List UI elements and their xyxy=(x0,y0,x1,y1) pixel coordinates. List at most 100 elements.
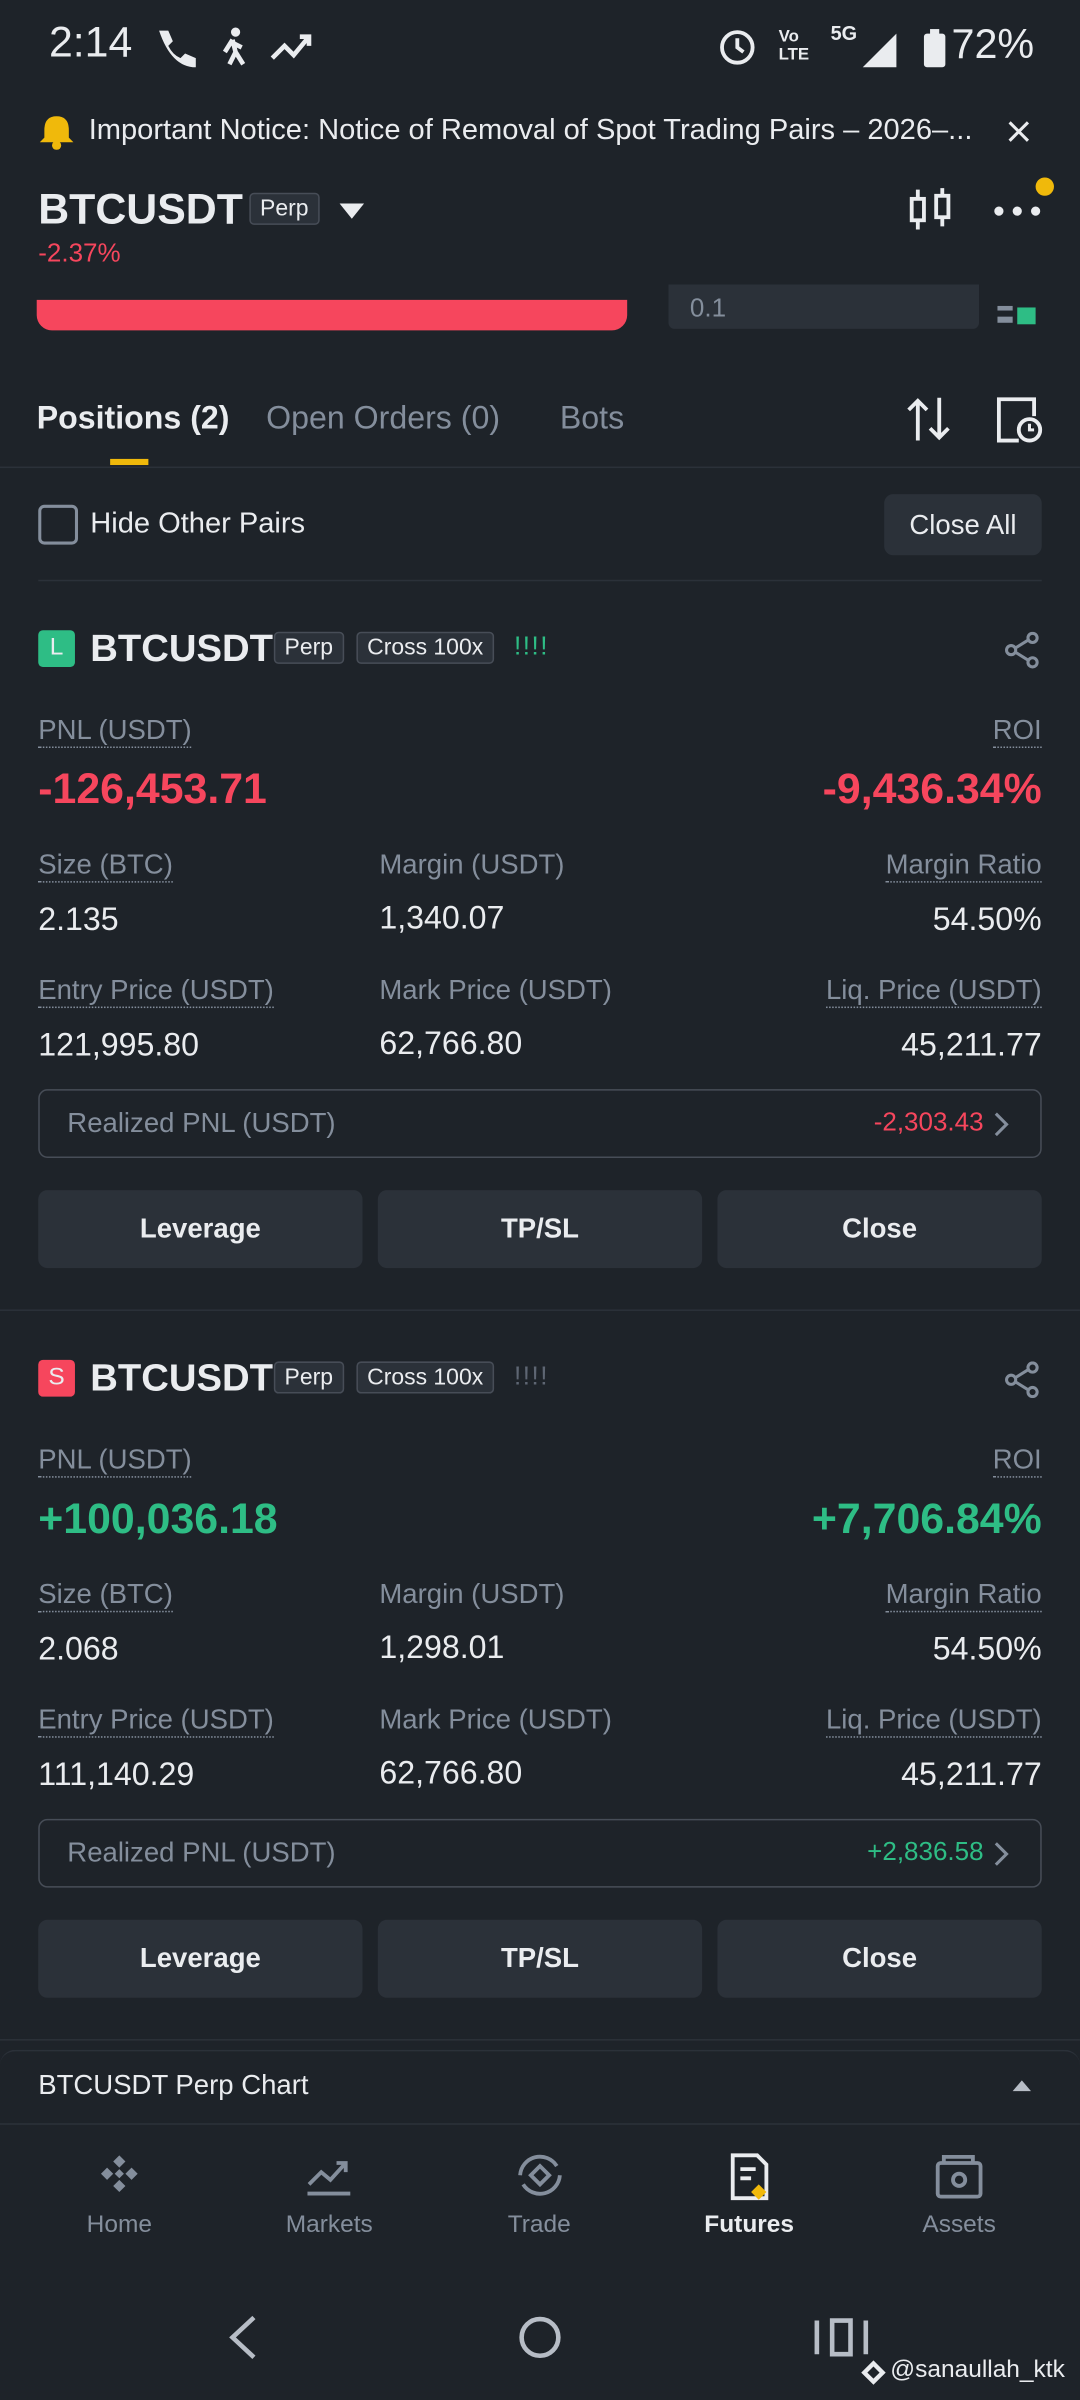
signal-battery xyxy=(862,29,946,68)
nav-icon[interactable] xyxy=(93,2151,145,2203)
field-label: Liq. Price (USDT) xyxy=(825,974,1042,1009)
status-icons-left xyxy=(159,27,312,68)
position-badge: Perp xyxy=(273,1361,344,1394)
watermark: @sanaullah_ktk xyxy=(890,2357,1065,2384)
volte: Vo LTE xyxy=(779,28,810,65)
pnl-value: +100,036.18 xyxy=(38,1494,278,1542)
vo: Vo xyxy=(778,27,799,46)
action-button[interactable]: Leverage xyxy=(38,1919,363,1998)
nav-label[interactable]: Home xyxy=(86,2211,152,2238)
field-label: Size (BTC) xyxy=(38,1579,173,1613)
nav-label[interactable]: Assets xyxy=(922,2211,996,2238)
chart-icon[interactable] xyxy=(906,187,955,236)
field-value: 54.50% xyxy=(932,1632,1042,1668)
field-value: 45,211.77 xyxy=(901,1027,1042,1064)
position-badge: Perp xyxy=(273,631,344,664)
signal: !!!! xyxy=(513,1361,550,1391)
share-icon[interactable] xyxy=(1003,1361,1040,1399)
field-label: Entry Price (USDT) xyxy=(38,974,274,1009)
tab-indicator xyxy=(110,458,149,466)
nav-label[interactable]: Markets xyxy=(285,2211,373,2238)
divider xyxy=(0,466,1080,469)
roi-label: ROI xyxy=(992,1444,1042,1478)
field-label: Liq. Price (USDT) xyxy=(825,1704,1042,1738)
realized-box[interactable] xyxy=(38,1818,1042,1888)
bell-icon xyxy=(39,116,74,150)
roi-label: ROI xyxy=(992,714,1042,749)
field-value: 54.50% xyxy=(932,902,1042,938)
field-label: Mark Price (USDT) xyxy=(379,974,612,1006)
position-badge: Cross 100x xyxy=(356,631,494,664)
network-type: 5G xyxy=(830,21,858,45)
nav-icon[interactable] xyxy=(933,2151,985,2203)
lte: LTE xyxy=(778,45,810,65)
field-value: 62,766.80 xyxy=(379,1026,523,1062)
history-icon[interactable] xyxy=(994,395,1043,444)
field-value: 2.135 xyxy=(38,902,119,938)
nav-label[interactable]: Futures xyxy=(704,2211,795,2238)
signal: !!!! xyxy=(513,631,550,661)
realized-value: -2,303.43 xyxy=(873,1107,984,1137)
more-icon[interactable] xyxy=(991,196,1043,227)
realized-box[interactable] xyxy=(38,1089,1042,1158)
side-badge: L xyxy=(38,630,75,667)
field-label: Margin (USDT) xyxy=(379,1578,565,1610)
field-label: Size (BTC) xyxy=(38,849,173,883)
chevron xyxy=(994,1842,1009,1866)
action-button[interactable]: Close xyxy=(717,1919,1042,1998)
field-label: Entry Price (USDT) xyxy=(38,1704,274,1738)
nav-icon[interactable] xyxy=(723,2151,775,2203)
filter-label[interactable]: Hide Other Pairs xyxy=(90,507,306,540)
tab[interactable]: Open Orders (0) xyxy=(266,400,501,436)
field-value: 1,340.07 xyxy=(379,900,505,937)
sort-icon[interactable] xyxy=(906,395,952,444)
notification-dot xyxy=(1035,177,1054,196)
position-symbol[interactable]: BTCUSDT xyxy=(90,627,273,671)
field-value: 1,298.01 xyxy=(379,1630,505,1666)
tab[interactable]: Positions (2) xyxy=(36,400,230,436)
symbol-dropdown[interactable] xyxy=(337,200,368,221)
header-change: -2.37% xyxy=(38,238,121,268)
realized-label: Realized PNL (USDT) xyxy=(67,1107,336,1139)
divider xyxy=(0,2039,1080,2041)
header-symbol[interactable]: BTCUSDT xyxy=(38,185,243,233)
expand-icon[interactable] xyxy=(1010,2077,1034,2092)
chart-bar-label[interactable]: BTCUSDT Perp Chart xyxy=(38,2069,309,2101)
pnl-value: -126,453.71 xyxy=(38,764,267,813)
position-badge: Cross 100x xyxy=(356,1361,494,1394)
status-time: 2:14 xyxy=(48,18,133,66)
sell-button-partial[interactable] xyxy=(36,299,628,331)
action-button[interactable]: Leverage xyxy=(38,1190,363,1269)
field-value: 2.068 xyxy=(38,1632,119,1668)
nav-icon[interactable] xyxy=(303,2151,355,2203)
nav-label[interactable]: Trade xyxy=(507,2211,571,2238)
watermark-logo xyxy=(861,2360,886,2385)
pnl-label: PNL (USDT) xyxy=(38,1444,192,1478)
action-button[interactable]: TP/SL xyxy=(377,1190,703,1269)
pnl-label: PNL (USDT) xyxy=(38,714,192,749)
chart-bar[interactable] xyxy=(0,2049,1080,2125)
tab[interactable]: Bots xyxy=(559,400,625,436)
field-label: Margin Ratio xyxy=(885,1579,1042,1613)
book-icon xyxy=(997,305,1036,325)
action-button[interactable]: TP/SL xyxy=(377,1919,703,1998)
action-button[interactable]: Close xyxy=(717,1190,1042,1269)
checkbox[interactable] xyxy=(38,504,79,545)
position-symbol[interactable]: BTCUSDT xyxy=(90,1356,273,1400)
system-nav xyxy=(229,2315,869,2359)
battery: 72% xyxy=(951,21,1035,68)
field-value: 121,995.80 xyxy=(38,1027,200,1064)
close-all-button[interactable]: Close All xyxy=(884,494,1042,556)
field-value: 45,211.77 xyxy=(901,1757,1042,1793)
realized-value: +2,836.58 xyxy=(867,1837,984,1867)
amount-input[interactable]: 0.1 xyxy=(668,284,980,329)
field-label: Margin Ratio xyxy=(885,849,1042,883)
side-badge: S xyxy=(38,1359,75,1397)
nav-icon[interactable] xyxy=(513,2151,565,2203)
chevron xyxy=(994,1112,1009,1137)
field-label: Margin (USDT) xyxy=(379,848,565,880)
share-icon[interactable] xyxy=(1003,631,1040,669)
notice-close[interactable] xyxy=(1005,118,1033,146)
notice-text[interactable]: Important Notice: Notice of Removal of S… xyxy=(88,114,973,147)
field-value: 62,766.80 xyxy=(379,1756,523,1792)
